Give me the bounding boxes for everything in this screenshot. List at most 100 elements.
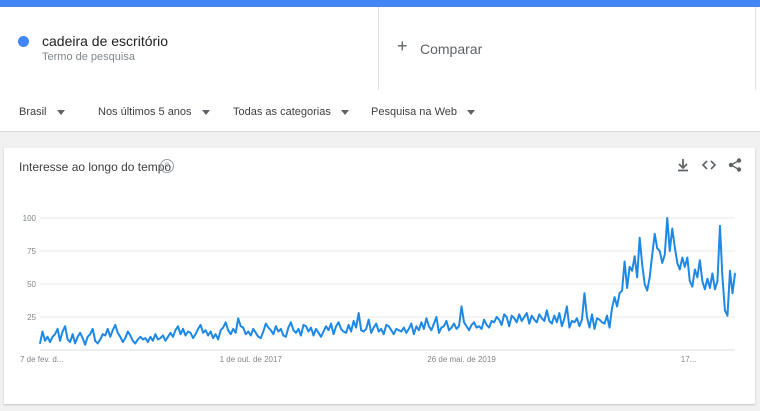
data-point <box>212 337 214 339</box>
data-point <box>631 270 633 272</box>
search-type-dropdown[interactable]: Pesquisa na Web <box>371 106 476 118</box>
data-point <box>699 259 701 262</box>
category-dropdown[interactable]: Todas as categorias <box>233 106 349 118</box>
embed-icon[interactable] <box>701 157 717 173</box>
data-point <box>729 270 731 272</box>
data-point <box>197 328 199 330</box>
download-icon[interactable] <box>675 157 691 173</box>
data-point <box>603 322 606 325</box>
data-point <box>182 328 184 330</box>
data-point <box>571 320 573 322</box>
data-point <box>535 321 538 324</box>
term-color-dot <box>18 36 29 47</box>
data-point <box>606 314 608 317</box>
data-point <box>583 292 586 295</box>
data-point <box>563 317 566 320</box>
data-point <box>54 333 56 335</box>
data-point <box>621 289 623 292</box>
data-point <box>64 325 66 328</box>
region-dropdown[interactable]: Brasil <box>19 106 65 118</box>
data-point <box>227 329 229 331</box>
data-point <box>295 332 297 334</box>
data-point <box>49 341 51 343</box>
data-point <box>247 330 250 333</box>
data-point <box>149 336 152 338</box>
data-point <box>613 296 616 298</box>
data-point <box>520 320 523 322</box>
term-name[interactable]: cadeira de escritório <box>42 33 169 49</box>
data-point <box>79 332 81 334</box>
data-point <box>420 321 423 324</box>
data-point <box>488 326 490 329</box>
data-point <box>310 326 312 329</box>
data-point <box>265 322 267 325</box>
data-point <box>217 338 219 341</box>
data-point <box>668 250 671 252</box>
data-point <box>46 336 49 338</box>
compare-button-label[interactable]: Comparar <box>420 41 483 57</box>
data-point <box>187 330 189 333</box>
data-point <box>377 330 380 333</box>
data-point <box>257 336 260 338</box>
interest-over-time-card: Interesse ao longo do tempo ? 25 50 75 100 … <box>4 148 755 404</box>
data-point <box>315 328 317 330</box>
data-point <box>623 260 626 263</box>
data-point <box>76 336 79 338</box>
data-point <box>709 287 711 289</box>
data-point <box>400 330 403 333</box>
data-point <box>66 338 69 341</box>
data-point <box>395 328 398 330</box>
search-type-value: Pesquisa na Web <box>371 106 458 118</box>
data-point <box>267 326 270 329</box>
data-point <box>147 341 149 343</box>
data-point <box>239 325 242 328</box>
data-point <box>734 272 736 275</box>
data-point <box>89 333 91 335</box>
data-point <box>330 322 332 325</box>
compare-card[interactable]: + Comparar <box>379 7 756 90</box>
data-point <box>638 237 641 239</box>
data-point <box>134 342 137 345</box>
data-point <box>679 268 681 271</box>
data-point <box>661 262 664 264</box>
data-point <box>285 336 287 338</box>
data-point <box>209 330 212 333</box>
period-dropdown[interactable]: Nos últimos 5 anos <box>98 106 210 118</box>
data-point <box>556 321 558 324</box>
data-point <box>244 333 247 335</box>
search-term-card[interactable]: cadeira de escritório Termo de pesquisa <box>4 7 379 90</box>
data-point <box>458 325 460 328</box>
data-point <box>691 285 694 288</box>
data-point <box>626 287 628 289</box>
data-point <box>473 321 475 324</box>
data-point <box>109 336 112 338</box>
data-point <box>111 329 114 331</box>
caret-down-icon <box>467 109 476 115</box>
data-point <box>440 326 443 329</box>
data-point <box>280 328 282 330</box>
interest-chart: 25 50 75 100 7 de fev. d... 1 de out. de 201… <box>20 214 736 364</box>
data-point <box>573 321 576 324</box>
series-points <box>39 217 736 346</box>
caret-down-icon <box>340 109 349 115</box>
data-point <box>124 337 127 339</box>
data-point <box>676 262 679 264</box>
data-point <box>360 329 362 331</box>
region-value: Brasil <box>19 106 47 118</box>
data-point <box>322 330 325 333</box>
data-point <box>59 339 61 342</box>
data-point <box>500 324 503 326</box>
data-point <box>686 256 689 259</box>
data-point <box>415 325 418 328</box>
caret-down-icon <box>56 109 65 115</box>
data-point <box>56 328 59 330</box>
help-icon[interactable]: ? <box>160 159 174 173</box>
data-point <box>252 328 255 330</box>
data-point <box>199 324 202 326</box>
share-icon[interactable] <box>727 157 743 173</box>
data-point <box>551 322 553 325</box>
series-line-cadeira <box>39 217 736 346</box>
data-point <box>453 322 455 325</box>
data-point <box>232 328 234 330</box>
data-point <box>648 276 651 279</box>
